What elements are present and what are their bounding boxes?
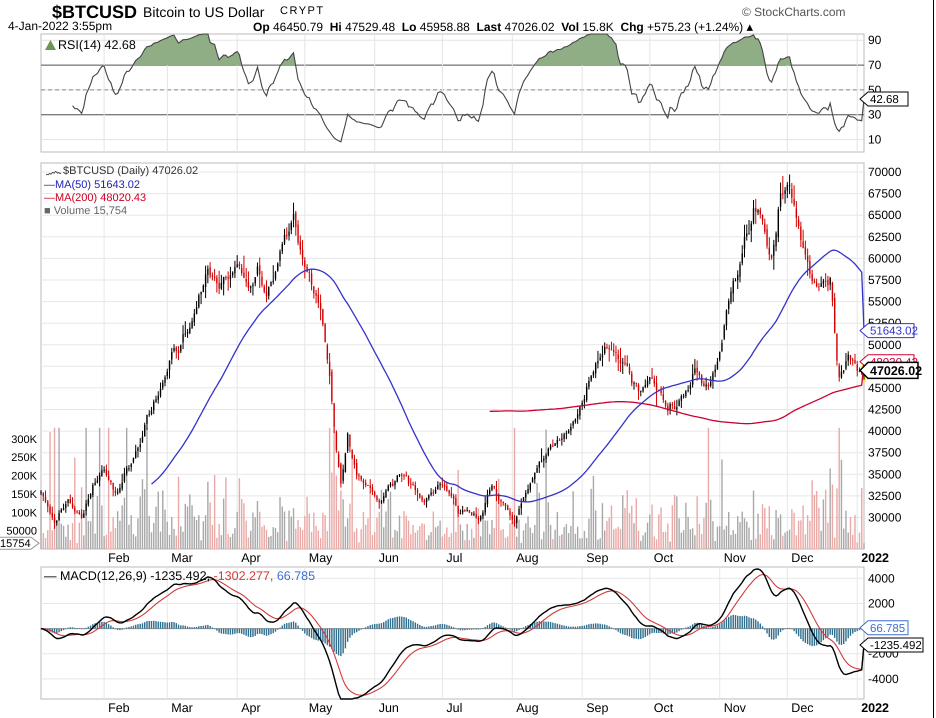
svg-text:55000: 55000 (868, 295, 902, 309)
svg-text:300K: 300K (11, 434, 37, 446)
svg-text:Sep: Sep (586, 701, 608, 715)
svg-text:15754: 15754 (0, 538, 31, 550)
svg-text:10: 10 (868, 133, 882, 147)
svg-text:4000: 4000 (868, 571, 895, 585)
svg-text:42500: 42500 (868, 403, 902, 417)
svg-text:Oct: Oct (654, 701, 674, 715)
svg-text:2022: 2022 (861, 551, 889, 565)
svg-text:35000: 35000 (868, 467, 902, 481)
svg-text:Nov: Nov (724, 551, 747, 565)
svg-text:Dec: Dec (791, 701, 813, 715)
svg-text:Jun: Jun (379, 551, 399, 565)
svg-text:42.68: 42.68 (870, 94, 899, 106)
svg-text:40000: 40000 (868, 424, 902, 438)
svg-text:Jul: Jul (446, 551, 462, 565)
svg-text:Mar: Mar (171, 701, 193, 715)
svg-text:Dec: Dec (791, 551, 813, 565)
svg-text:90: 90 (868, 33, 882, 47)
svg-text:Feb: Feb (108, 701, 130, 715)
svg-text:250K: 250K (11, 452, 37, 464)
svg-text:47026.02: 47026.02 (870, 364, 922, 378)
svg-text:45000: 45000 (868, 381, 902, 395)
svg-text:57500: 57500 (868, 273, 902, 287)
svg-text:60000: 60000 (868, 251, 902, 265)
svg-text:Jul: Jul (446, 701, 462, 715)
svg-text:Aug: Aug (516, 551, 538, 565)
svg-text:May: May (309, 701, 333, 715)
svg-text:-4000: -4000 (868, 672, 899, 686)
svg-text:32500: 32500 (868, 489, 902, 503)
svg-text:66.785: 66.785 (870, 623, 905, 635)
svg-text:100K: 100K (11, 507, 37, 519)
svg-text:37500: 37500 (868, 446, 902, 460)
svg-text:62500: 62500 (868, 230, 902, 244)
svg-text:30000: 30000 (868, 511, 902, 525)
svg-text:2000: 2000 (868, 597, 895, 611)
svg-text:Jun: Jun (379, 701, 399, 715)
svg-text:150K: 150K (11, 489, 37, 501)
svg-text:2022: 2022 (861, 701, 889, 715)
svg-text:Apr: Apr (241, 701, 260, 715)
svg-text:70: 70 (868, 58, 882, 72)
svg-text:50000: 50000 (868, 338, 902, 352)
svg-text:-1235.492: -1235.492 (870, 640, 922, 652)
svg-text:65000: 65000 (868, 208, 902, 222)
svg-text:Sep: Sep (586, 551, 608, 565)
svg-text:Aug: Aug (516, 701, 538, 715)
svg-text:May: May (309, 551, 333, 565)
svg-text:Nov: Nov (724, 701, 747, 715)
svg-text:Mar: Mar (171, 551, 193, 565)
svg-text:Apr: Apr (241, 551, 260, 565)
svg-text:67500: 67500 (868, 187, 902, 201)
svg-text:51643.02: 51643.02 (870, 326, 918, 338)
svg-text:30: 30 (868, 108, 882, 122)
svg-text:50000: 50000 (6, 526, 37, 538)
svg-text:Feb: Feb (108, 551, 130, 565)
svg-text:200K: 200K (11, 471, 37, 483)
svg-text:Oct: Oct (654, 551, 674, 565)
svg-text:70000: 70000 (868, 165, 902, 179)
